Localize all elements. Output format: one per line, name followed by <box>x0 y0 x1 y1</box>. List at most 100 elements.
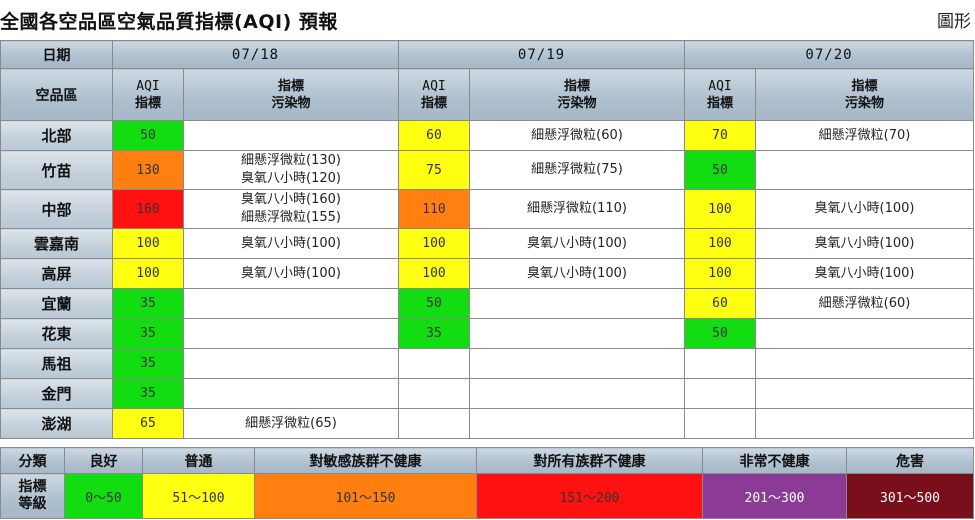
legend-category-name: 普通 <box>142 447 255 474</box>
aqi-value-cell: 50 <box>398 288 470 319</box>
aqi-value-cell: 35 <box>112 378 184 409</box>
pollutant-cell: 臭氧八小時(100) <box>755 228 974 259</box>
region-name: 中部 <box>0 189 113 229</box>
aqi-value-cell: 130 <box>112 150 184 190</box>
pollutant-cell <box>755 318 974 349</box>
pollutant-cell: 臭氧八小時(100) <box>183 258 399 289</box>
aqi-header-0: AQI 指標 <box>112 68 184 121</box>
pollutant-header-2: 指標 污染物 <box>755 68 974 121</box>
legend-range: 301～500 <box>846 473 974 519</box>
pollutant-text: 臭氧八小時(100) <box>814 235 915 251</box>
table-row: 金門 35 <box>0 378 974 409</box>
aqi-value-cell: 70 <box>684 120 756 151</box>
aqi-value-cell <box>398 348 470 379</box>
legend-category-label: 分類 <box>0 447 65 474</box>
pollutant-cell <box>469 348 685 379</box>
table-row: 澎湖 65 細懸浮微粒(65) <box>0 408 974 439</box>
chart-view-link[interactable]: 圖形 <box>937 12 971 32</box>
pollutant-cell <box>183 348 399 379</box>
pollutant-cell: 臭氧八小時(160) 細懸浮微粒(155) <box>183 189 399 229</box>
aqi-value-cell: 35 <box>398 318 470 349</box>
aqi-value-cell <box>684 348 756 379</box>
aqi-value-cell: 35 <box>112 318 184 349</box>
pollutant-header-1: 指標 污染物 <box>469 68 685 121</box>
pollutant-cell <box>183 288 399 319</box>
region-name: 馬祖 <box>0 348 113 379</box>
date-header-row: 日期 07/18 07/19 07/20 <box>0 40 974 69</box>
aqi-header-line1: AQI <box>708 78 732 94</box>
aqi-value-cell <box>684 378 756 409</box>
region-name: 花東 <box>0 318 113 349</box>
aqi-value-cell: 75 <box>398 150 470 190</box>
pollutant-text: 細懸浮微粒(60) <box>818 295 911 311</box>
pollutant-cell <box>755 408 974 439</box>
pollutant-cell <box>469 378 685 409</box>
pollutant-cell: 細懸浮微粒(130) 臭氧八小時(120) <box>183 150 399 190</box>
legend-range: 201～300 <box>702 473 847 519</box>
legend-range: 51～100 <box>142 473 255 519</box>
legend-range: 151～200 <box>476 473 703 519</box>
pollutant-cell: 細懸浮微粒(75) <box>469 150 685 190</box>
aqi-value-cell: 110 <box>398 189 470 229</box>
region-name: 竹苗 <box>0 150 113 190</box>
aqi-forecast-table: 日期 07/18 07/19 07/20 空品區 AQI 指標 指標 污染物 AQI… <box>0 40 974 439</box>
legend-category-name: 對所有族群不健康 <box>476 447 703 474</box>
pollutant-cell <box>183 318 399 349</box>
pollutant-cell <box>755 150 974 190</box>
date-header-0: 07/18 <box>112 40 399 69</box>
pollutant-header-line1: 指標 <box>563 78 590 94</box>
pollutant-header-line1: 指標 <box>851 78 878 94</box>
aqi-value-cell: 65 <box>112 408 184 439</box>
aqi-value-cell: 35 <box>112 288 184 319</box>
pollutant-header-line2: 污染物 <box>844 95 884 111</box>
table-row: 花東 35 35 50 <box>0 318 974 349</box>
pollutant-header-line2: 污染物 <box>557 95 597 111</box>
aqi-header-line2: 指標 <box>706 95 733 111</box>
aqi-header-1: AQI 指標 <box>398 68 470 121</box>
pollutant-text: 臭氧八小時(100) <box>241 235 341 251</box>
pollutant-text: 臭氧八小時(100) <box>814 265 915 281</box>
pollutant-cell: 臭氧八小時(100) <box>469 258 685 289</box>
aqi-value-cell <box>398 408 470 439</box>
pollutant-text: 臭氧八小時(100) <box>527 235 627 251</box>
aqi-value-cell: 100 <box>398 228 470 259</box>
region-name: 雲嘉南 <box>0 228 113 259</box>
pollutant-text: 臭氧八小時(100) <box>527 265 627 281</box>
pollutant-cell <box>755 378 974 409</box>
pollutant-text: 臭氧八小時(100) <box>814 201 915 216</box>
table-row: 馬祖 35 <box>0 348 974 379</box>
table-row: 中部 160 臭氧八小時(160) 細懸浮微粒(155) 110 細懸浮微粒(110) 10… <box>0 189 974 229</box>
pollutant-text: 細懸浮微粒(75) <box>531 162 623 177</box>
pollutant-cell: 細懸浮微粒(70) <box>755 120 974 151</box>
aqi-value-cell: 160 <box>112 189 184 229</box>
table-row: 宜蘭 35 50 60 細懸浮微粒(60) <box>0 288 974 319</box>
pollutant-header-line2: 污染物 <box>271 95 311 111</box>
pollutant-text: 細懸浮微粒(70) <box>818 127 911 143</box>
table-row: 竹苗 130 細懸浮微粒(130) 臭氧八小時(120) 75 細懸浮微粒(75) 50 <box>0 150 974 190</box>
pollutant-header-line1: 指標 <box>277 78 304 94</box>
table-row: 高屏 100 臭氧八小時(100) 100 臭氧八小時(100) 100 臭氧八小時(100… <box>0 258 974 289</box>
pollutant-text: 臭氧八小時(160) <box>241 192 341 207</box>
aqi-value-cell: 100 <box>112 258 184 289</box>
date-header-2: 07/20 <box>684 40 974 69</box>
legend-category-name: 對敏感族群不健康 <box>254 447 477 474</box>
legend-range: 101～150 <box>254 473 477 519</box>
aqi-value-cell: 50 <box>684 150 756 190</box>
region-name: 宜蘭 <box>0 288 113 319</box>
aqi-header-2: AQI 指標 <box>684 68 756 121</box>
aqi-value-cell: 100 <box>684 228 756 259</box>
aqi-value-cell <box>684 408 756 439</box>
pollutant-text: 臭氧八小時(100) <box>241 265 341 281</box>
pollutant-text: 細懸浮微粒(130) <box>241 153 341 168</box>
aqi-header-line2: 指標 <box>420 95 447 111</box>
date-header-label: 日期 <box>0 40 113 69</box>
pollutant-cell <box>183 120 399 151</box>
pollutant-cell: 細懸浮微粒(60) <box>469 120 685 151</box>
pollutant-cell: 臭氧八小時(100) <box>183 228 399 259</box>
aqi-value-cell <box>398 378 470 409</box>
legend-category-name: 危害 <box>846 447 974 474</box>
aqi-header-line2: 指標 <box>134 95 161 111</box>
pollutant-cell: 臭氧八小時(100) <box>755 189 974 229</box>
aqi-value-cell: 100 <box>112 228 184 259</box>
aqi-value-cell: 100 <box>684 258 756 289</box>
